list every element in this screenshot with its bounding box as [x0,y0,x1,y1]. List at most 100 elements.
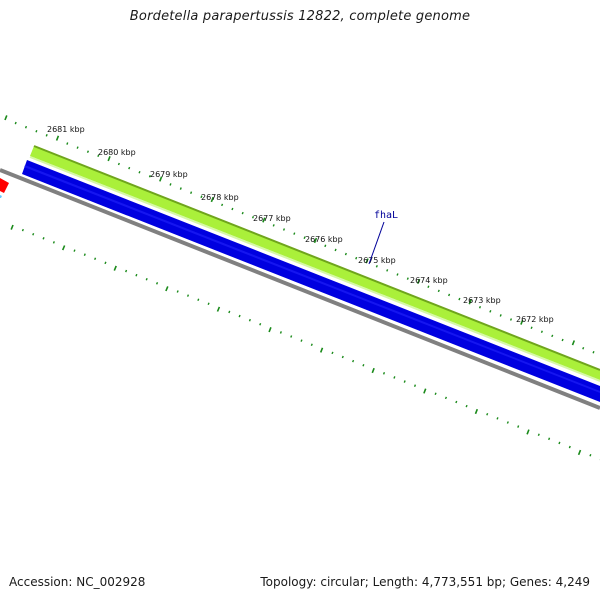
minor-tick [66,142,69,145]
tick-label: 2672 kbp [516,315,554,324]
minor-tick [509,318,513,321]
minor-tick [279,331,282,334]
minor-tick [197,298,200,301]
major-tick [371,367,375,374]
minor-tick [496,417,499,420]
minor-tick [169,183,172,186]
minor-tick [478,305,482,309]
major-tick [159,176,163,182]
gene-label-text: fhaL [374,210,398,221]
major-tick [577,449,582,456]
minor-tick [406,277,409,280]
minor-tick [94,257,97,261]
minor-tick [14,121,17,125]
forward-strand-feature[interactable] [29,145,600,382]
minor-tick [303,236,306,239]
minor-tick [589,453,592,457]
minor-tick [561,338,564,342]
major-tick [216,306,221,312]
tick-label: 2678 kbp [201,193,239,202]
tick-label: 2677 kbp [253,214,291,223]
minor-tick [486,413,489,416]
minor-tick [35,129,38,133]
major-tick [365,258,369,264]
tick-label: 2680 kbp [98,148,136,157]
major-tick [268,327,272,333]
minor-tick [530,326,533,329]
feature-marker[interactable] [0,178,9,193]
major-tick [4,115,8,121]
map-title: Bordetella parapertussis 12822, complete… [129,9,471,24]
minor-tick [582,346,585,350]
minor-tick [190,191,193,194]
major-tick [10,224,14,230]
minor-tick [117,162,120,166]
minor-tick [97,154,100,158]
minor-tick [73,249,76,252]
minor-tick [341,355,344,359]
minor-tick [21,228,24,232]
minor-tick [238,314,241,318]
gene-label-fhal[interactable]: fhaL [368,210,398,265]
minor-tick [32,232,35,236]
minor-tick [310,343,313,346]
minor-tick [231,207,234,211]
reverse-strand-feature[interactable] [22,160,600,402]
minor-tick [290,335,293,338]
minor-tick [382,372,386,375]
minor-tick [434,392,437,396]
minor-tick [221,203,224,207]
minor-tick [125,269,128,273]
minor-tick [228,310,231,314]
minor-tick [324,244,327,248]
minor-tick [458,297,461,301]
major-tick [416,278,421,285]
minor-tick [506,421,509,424]
minor-tick [104,261,107,265]
minor-tick [241,211,244,215]
major-tick [262,217,266,223]
minor-tick [540,330,543,334]
minor-tick [145,277,148,281]
minor-tick [499,314,502,317]
tick-label: 2673 kbp [463,296,501,305]
major-tick [571,340,576,346]
minor-tick [272,224,275,227]
minor-tick [293,232,296,235]
minor-tick [334,248,337,252]
minor-tick [489,310,492,313]
minor-tick [393,376,396,379]
minor-tick [592,350,595,354]
minor-tick [551,334,554,338]
minor-tick [455,400,458,404]
major-tick [55,135,60,141]
major-tick [61,245,66,251]
minor-tick [83,253,86,256]
minor-tick [179,187,182,190]
minor-tick [248,318,251,322]
minor-tick [558,441,561,445]
minor-tick [155,282,159,285]
major-tick [165,286,169,292]
minor-tick [176,290,179,293]
gene-label-leader [368,221,385,265]
major-tick [468,299,472,305]
minor-tick [413,384,417,387]
minor-tick [396,273,399,276]
minor-tick [448,293,451,297]
major-tick [319,347,324,353]
inner-tick-ring [10,224,600,461]
minor-tick [282,228,286,231]
minor-tick [537,433,540,437]
major-tick [423,388,427,394]
minor-tick [300,339,303,342]
minor-tick [344,252,347,256]
genome-summary: Topology: circular; Length: 4,773,551 bp… [260,575,590,589]
minor-tick [548,437,551,441]
minor-tick [207,302,210,306]
minor-tick [128,166,131,170]
minor-tick [52,241,55,244]
minor-tick [465,404,468,408]
major-tick [520,319,524,325]
